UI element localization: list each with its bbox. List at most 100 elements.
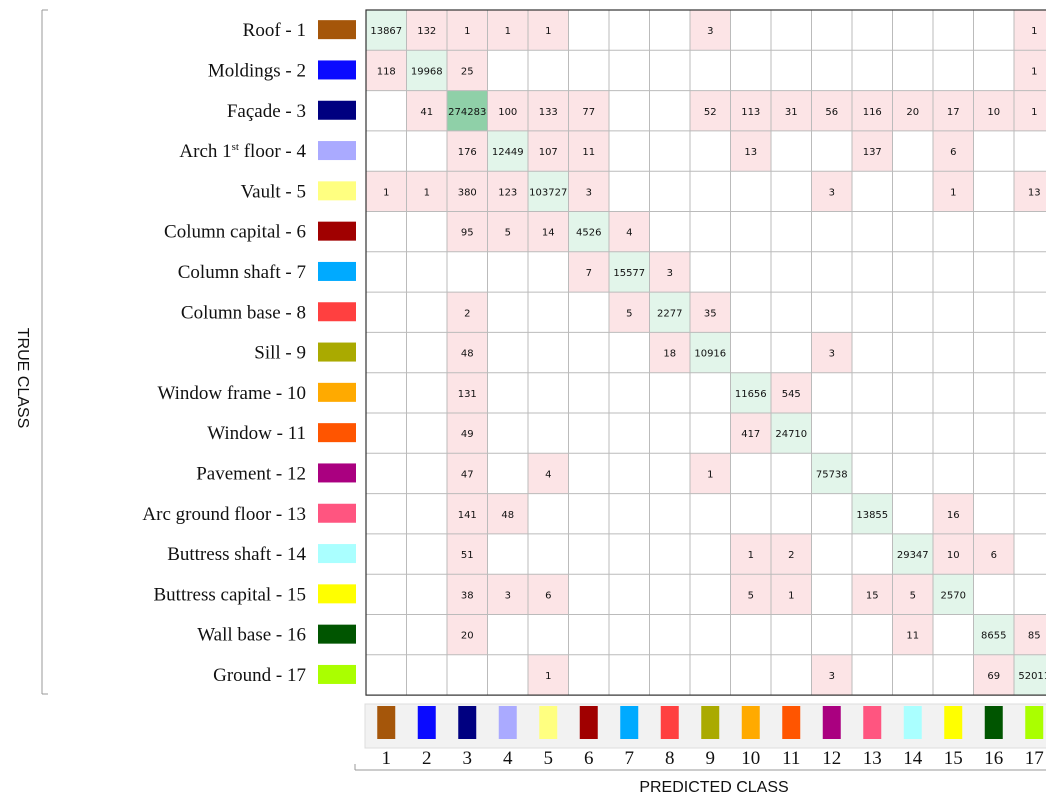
matrix-cell-r11-c11 [771,413,812,454]
matrix-cell-r6-c7 [609,211,650,252]
matrix-cell-r1-c2 [406,10,447,51]
matrix-cell-r3-c15 [933,90,974,131]
column-swatch-12 [822,706,841,739]
cell-value-r5-c15: 1 [950,187,956,198]
row-label-superscript: st [232,141,239,153]
column-swatch-13 [863,706,882,739]
cell-value-r6-c7: 4 [626,228,632,239]
matrix-cell-r17-c16 [973,654,1014,696]
row-swatch-15 [318,584,356,604]
row-label-4: Arch 1st floor - 4 [179,141,306,162]
cell-value-r16-c16: 8655 [981,631,1006,642]
cell-value-r5-c5: 103727 [529,187,567,198]
column-swatch-14 [903,706,922,739]
matrix-cell-r3-c4 [487,90,528,131]
matrix-cell-r1-c5 [528,10,569,51]
matrix-grid [365,9,1046,696]
matrix-cell-r3-c14 [892,90,933,131]
cell-value-r1-c2: 132 [417,26,436,37]
row-labels: Roof - 1 Moldings - 2 Façade - 3 Arch 1st f… [142,20,306,686]
column-label-2: 2 [422,748,432,769]
cell-value-r7-c7: 15577 [613,268,645,279]
cell-value-r6-c3: 95 [461,228,474,239]
cell-value-r15-c4: 3 [505,590,511,601]
row-label-11: Window - 11 [207,423,306,444]
cell-value-r5-c2: 1 [424,187,430,198]
cell-value-r4-c4: 12449 [492,147,524,158]
matrix-cell-r5-c17 [1014,171,1046,212]
row-label-12: Pavement - 12 [196,463,306,484]
column-swatch-17 [1025,706,1044,739]
x-axis-title: PREDICTED CLASS [639,779,788,796]
matrix-cell-r17-c12 [811,654,852,696]
column-label-4: 4 [503,748,513,769]
cell-value-r16-c3: 20 [461,631,474,642]
cell-value-r5-c17: 13 [1028,187,1041,198]
matrix-cell-r1-c1 [366,10,407,51]
cell-value-r17-c16: 69 [987,671,1000,682]
matrix-cell-r4-c15 [933,130,974,172]
column-label-1: 1 [382,748,392,769]
column-swatch-10 [741,706,760,739]
matrix-cell-r8-c9 [690,292,731,333]
row-label-13: Arc ground floor - 13 [142,504,306,525]
column-swatch-5 [539,706,558,739]
cell-value-r16-c14: 11 [906,631,919,642]
cell-value-r13-c13: 13855 [856,510,888,521]
row-swatch-11 [318,423,356,443]
matrix-cell-r5-c2 [406,171,447,212]
column-swatch-1 [377,706,396,739]
cell-value-r17-c17: 52011 [1018,671,1046,682]
column-label-13: 13 [863,748,882,769]
matrix-cell-r5-c15 [933,171,974,212]
matrix-cell-r4-c10 [730,130,771,172]
matrix-cell-r15-c15 [933,574,974,615]
matrix-cell-r8-c3 [447,292,488,333]
cell-value-r11-c10: 417 [741,429,760,440]
matrix-cell-r1-c4 [487,10,528,51]
matrix-cell-r13-c15 [933,493,974,534]
row-swatches [318,20,356,684]
matrix-cell-r3-c12 [811,90,852,131]
matrix-cell-r9-c3 [447,332,488,373]
cell-value-r3-c16: 10 [987,107,1000,118]
row-swatch-13 [318,503,356,523]
cell-value-r3-c9: 52 [704,107,717,118]
cell-value-r12-c12: 75738 [816,469,848,480]
matrix-cells [366,10,1046,696]
matrix-cell-r3-c16 [973,90,1014,131]
cell-value-r3-c4: 100 [498,107,517,118]
matrix-cell-r4-c13 [852,130,893,172]
row-label-7: Column shaft - 7 [178,262,306,283]
matrix-cell-r7-c6 [568,251,609,293]
matrix-cell-r4-c6 [568,130,609,172]
cell-value-r15-c15: 2570 [941,590,966,601]
cell-value-r6-c4: 5 [505,228,511,239]
cell-value-r9-c8: 18 [663,349,676,360]
matrix-cell-r15-c14 [892,574,933,615]
matrix-cell-r16-c17 [1014,614,1046,655]
column-swatch-7 [620,706,639,739]
matrix-cell-r15-c5 [528,574,569,615]
cell-value-r1-c17: 1 [1031,26,1037,37]
matrix-cell-r7-c8 [649,251,690,293]
cell-value-r8-c3: 2 [464,308,470,319]
cell-value-r3-c3: 274283 [448,107,486,118]
matrix-cell-r4-c4 [487,130,528,172]
row-label-10: Window frame - 10 [157,383,306,404]
cell-value-r1-c4: 1 [505,26,511,37]
cell-value-r4-c13: 137 [863,147,882,158]
cell-value-r5-c12: 3 [829,187,835,198]
cell-value-r8-c9: 35 [704,308,717,319]
column-swatch-4 [498,706,517,739]
row-label-16: Wall base - 16 [197,625,306,646]
cell-value-r3-c13: 116 [863,107,882,118]
matrix-cell-r4-c3 [447,130,488,172]
matrix-cell-r16-c16 [973,614,1014,655]
cell-value-r7-c6: 7 [586,268,592,279]
matrix-cell-r16-c3 [447,614,488,655]
cell-value-r14-c15: 10 [947,550,960,561]
row-label-17: Ground - 17 [213,665,306,686]
column-label-5: 5 [544,748,554,769]
